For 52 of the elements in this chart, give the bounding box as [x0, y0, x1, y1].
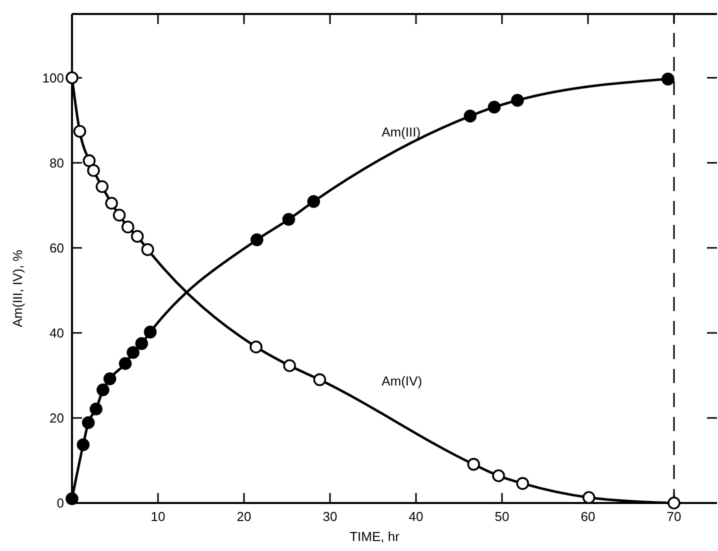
point [488, 100, 501, 114]
y-tick-label: 40 [50, 325, 64, 340]
point [135, 337, 148, 350]
point [90, 402, 102, 416]
point [283, 359, 296, 372]
point [307, 195, 320, 208]
point [144, 326, 157, 338]
point [76, 438, 90, 452]
y-axis-title: Am(III, IV), % [10, 249, 25, 328]
point [250, 233, 264, 246]
x-tick-label: 60 [580, 509, 596, 524]
point [662, 72, 674, 86]
y-tick-label: 0 [56, 496, 64, 511]
point [141, 243, 154, 256]
y-tick-label: 100 [42, 70, 64, 86]
y-tick-label: 80 [50, 155, 64, 170]
point [96, 180, 108, 194]
point [66, 492, 78, 506]
point [467, 458, 480, 471]
point [118, 357, 132, 370]
point [516, 477, 530, 490]
point [464, 110, 477, 122]
point [105, 196, 118, 210]
x-axis-title: TIME, hr [350, 529, 400, 544]
y-tick-label: 20 [50, 410, 64, 426]
point [282, 212, 296, 226]
point [313, 373, 326, 386]
point [73, 124, 86, 138]
x-tick-label: 50 [494, 509, 510, 524]
point [96, 383, 110, 396]
x-tick-label: 20 [236, 509, 252, 524]
point [103, 372, 116, 386]
point [112, 208, 126, 222]
point [82, 154, 96, 168]
series-label: Am(IV) [382, 374, 422, 389]
point [250, 340, 262, 354]
x-tick-label: 40 [408, 509, 424, 524]
point [492, 469, 505, 482]
x-tick-label: 30 [322, 509, 338, 524]
point [82, 416, 95, 430]
point [668, 496, 680, 510]
x-tick-label: 70 [666, 509, 682, 524]
point [66, 71, 78, 84]
point [582, 491, 596, 504]
point [130, 230, 144, 243]
x-tick-label: 10 [150, 509, 166, 524]
point [87, 164, 100, 177]
point [122, 220, 134, 234]
y-tick-label: 60 [50, 240, 64, 256]
point [126, 346, 140, 359]
series-label: Am(III) [382, 124, 421, 140]
point [511, 94, 524, 107]
